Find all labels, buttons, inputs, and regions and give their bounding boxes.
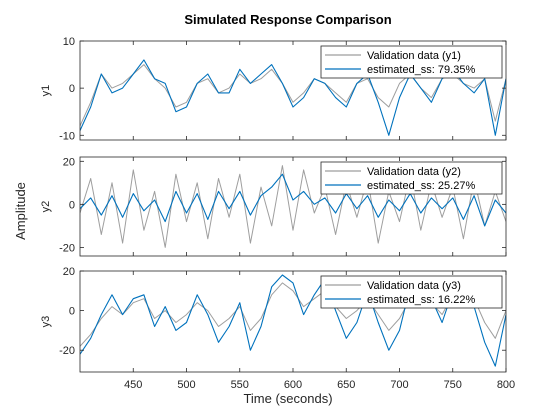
x-tick-label: 600 <box>284 379 302 391</box>
legend-box <box>320 275 503 309</box>
series-line-y1-estimated <box>80 59 506 136</box>
subplot-stack: -10 0 10 y1 Validation data (y1) estimated_ss… <box>40 36 515 391</box>
legend-y1: Validation data (y1) estimated_ss: 79.35% <box>320 45 503 79</box>
y-tick-label: 10 <box>63 36 75 48</box>
x-tick-label: 700 <box>390 379 408 391</box>
panel-ylabel-y2: y2 <box>40 201 52 213</box>
subplot-y2: -20 0 20 y2 Validation data (y2) estimated_ss… <box>40 156 507 257</box>
series-line-y1-validation <box>80 64 506 127</box>
y-tick-label: 0 <box>69 306 75 318</box>
subplot-y3: -20 0 20 450 500 550 600 650 700 750 800 y3 Validati… <box>40 266 515 391</box>
y-tick-label: 20 <box>63 266 75 278</box>
legend-box <box>320 45 503 79</box>
panel-ylabel-y1: y1 <box>40 85 52 97</box>
legend-entry: Validation data (y2) <box>367 166 461 178</box>
legend-entry: estimated_ss: 16.22% <box>367 294 475 306</box>
x-tick-label: 800 <box>497 379 515 391</box>
y-tick-label: -20 <box>59 345 75 357</box>
legend-entry: Validation data (y1) <box>367 50 461 62</box>
x-tick-label: 750 <box>444 379 462 391</box>
subplot-y1: -10 0 10 y1 Validation data (y1) estimated_ss… <box>40 36 507 142</box>
legend-entry: estimated_ss: 79.35% <box>367 64 475 76</box>
x-tick-label: 450 <box>124 379 142 391</box>
x-tick-label: 650 <box>337 379 355 391</box>
y-tick-label: 0 <box>69 199 75 211</box>
series-line-y2-estimated <box>80 173 506 227</box>
chart-title: Simulated Response Comparison <box>184 12 391 27</box>
x-axis-label: Time (seconds) <box>243 391 332 406</box>
x-tick-label: 550 <box>231 379 249 391</box>
legend-box <box>320 161 503 195</box>
y-tick-label: -10 <box>59 130 75 142</box>
y-tick-label: 20 <box>63 156 75 168</box>
panel-ylabel-y3: y3 <box>40 316 52 328</box>
x-tick-label: 500 <box>177 379 195 391</box>
legend-entry: estimated_ss: 25.27% <box>367 180 475 192</box>
legend-y2: Validation data (y2) estimated_ss: 25.27% <box>320 161 503 195</box>
y-axis-label: Amplitude <box>13 182 28 240</box>
legend-entry: Validation data (y3) <box>367 280 461 292</box>
legend-y3: Validation data (y3) estimated_ss: 16.22% <box>320 275 503 309</box>
y-tick-label: 0 <box>69 83 75 95</box>
y-tick-label: -20 <box>59 242 75 254</box>
